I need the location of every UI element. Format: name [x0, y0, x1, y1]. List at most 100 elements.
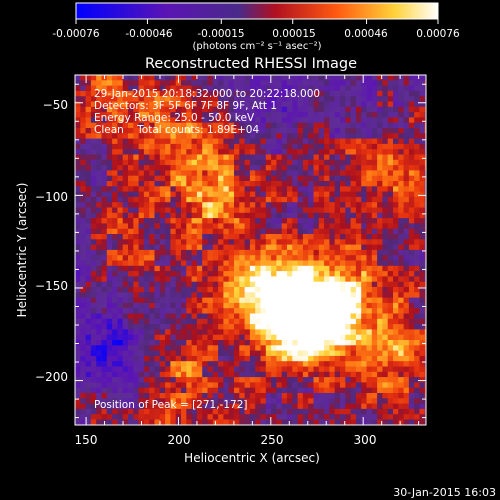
heatmap-cell — [345, 350, 351, 357]
heatmap-cell — [281, 287, 288, 293]
heatmap-cell — [297, 186, 304, 192]
heatmap-cell — [75, 387, 81, 394]
heatmap-cell — [75, 202, 81, 208]
heatmap-cell — [302, 324, 309, 330]
heatmap-cell — [350, 377, 357, 383]
heatmap-cell — [170, 191, 177, 198]
heatmap-cell — [149, 340, 155, 346]
heatmap-cell — [398, 302, 404, 309]
heatmap-cell — [196, 308, 203, 314]
heatmap-cell — [80, 255, 86, 261]
heatmap-cell — [297, 106, 304, 113]
heatmap-cell — [175, 371, 182, 378]
heatmap-cell — [196, 249, 203, 256]
heatmap-cell — [143, 159, 150, 166]
heatmap-cell — [308, 143, 314, 150]
heatmap-cell — [403, 154, 410, 161]
heatmap-cell — [122, 117, 129, 124]
heatmap-cell — [207, 175, 214, 182]
heatmap-cell — [96, 371, 102, 378]
heatmap-cell — [202, 80, 208, 86]
heatmap-cell — [133, 276, 139, 283]
heatmap-cell — [85, 271, 92, 277]
heatmap-cell — [154, 271, 161, 277]
heatmap-cell — [281, 419, 288, 425]
heatmap-cell — [424, 281, 426, 288]
heatmap-cell — [154, 223, 161, 230]
heatmap-cell — [122, 170, 129, 177]
heatmap-cell — [212, 382, 219, 389]
heatmap-cell — [292, 117, 298, 124]
heatmap-cell — [112, 424, 118, 425]
heatmap-cell — [414, 260, 420, 267]
heatmap-cell — [398, 149, 404, 155]
heatmap-cell — [334, 223, 341, 230]
heatmap-cell — [80, 414, 86, 420]
heatmap-cell — [191, 382, 198, 389]
heatmap-cell — [387, 181, 394, 187]
heatmap-cell — [96, 196, 102, 203]
heatmap-cell — [292, 318, 298, 325]
heatmap-cell — [297, 355, 304, 362]
heatmap-cell — [382, 249, 389, 256]
heatmap-cell — [106, 350, 113, 357]
heatmap-cell — [128, 159, 134, 166]
heatmap-cell — [292, 271, 298, 277]
heatmap-cell — [408, 281, 415, 288]
heatmap-cell — [350, 271, 357, 277]
heatmap-cell — [387, 424, 394, 425]
heatmap-cell — [239, 138, 245, 145]
heatmap-cell — [366, 175, 373, 182]
heatmap-cell — [281, 165, 288, 171]
heatmap-cell — [361, 223, 367, 230]
heatmap-cell — [403, 260, 410, 267]
heatmap-cell — [408, 138, 415, 145]
heatmap-cell — [345, 90, 351, 97]
heatmap-cell — [101, 292, 108, 298]
heatmap-cell — [202, 223, 208, 230]
heatmap-cell — [387, 377, 394, 383]
y-tick-label: −200 — [35, 370, 68, 384]
heatmap-cell — [329, 186, 336, 192]
heatmap-cell — [133, 239, 139, 245]
heatmap-cell — [271, 122, 277, 129]
heatmap-cell — [297, 408, 304, 415]
heatmap-cell — [80, 403, 86, 410]
heatmap-cell — [387, 350, 394, 357]
heatmap-cell — [244, 244, 251, 251]
heatmap-cell — [403, 202, 410, 208]
heatmap-cell — [138, 318, 145, 325]
heatmap-cell — [106, 377, 113, 383]
heatmap-cell — [398, 212, 404, 219]
heatmap-cell — [334, 122, 341, 129]
heatmap-cell — [393, 207, 399, 214]
heatmap-cell — [143, 334, 150, 341]
heatmap-cell — [80, 170, 86, 177]
heatmap-cell — [218, 212, 224, 219]
heatmap-cell — [96, 387, 102, 394]
heatmap-cell — [249, 191, 256, 198]
heatmap-cell — [260, 133, 267, 139]
heatmap-cell — [218, 419, 224, 425]
heatmap-cell — [239, 133, 245, 139]
heatmap-cell — [424, 175, 426, 182]
heatmap-cell — [138, 239, 145, 245]
heatmap-cell — [287, 249, 293, 256]
heatmap-cell — [85, 80, 92, 86]
heatmap-cell — [202, 244, 208, 251]
heatmap-cell — [191, 297, 198, 304]
heatmap-cell — [340, 403, 346, 410]
heatmap-cell — [318, 297, 325, 304]
heatmap-cell — [424, 218, 426, 224]
heatmap-cell — [297, 276, 304, 283]
heatmap-cell — [165, 218, 171, 224]
heatmap-cell — [355, 207, 362, 214]
heatmap-cell — [212, 122, 219, 129]
heatmap-cell — [170, 297, 177, 304]
heatmap-cell — [308, 419, 314, 425]
heatmap-cell — [271, 255, 277, 261]
heatmap-cell — [101, 361, 108, 367]
heatmap-cell — [408, 212, 415, 219]
heatmap-cell — [361, 313, 367, 320]
heatmap-cell — [424, 414, 426, 420]
